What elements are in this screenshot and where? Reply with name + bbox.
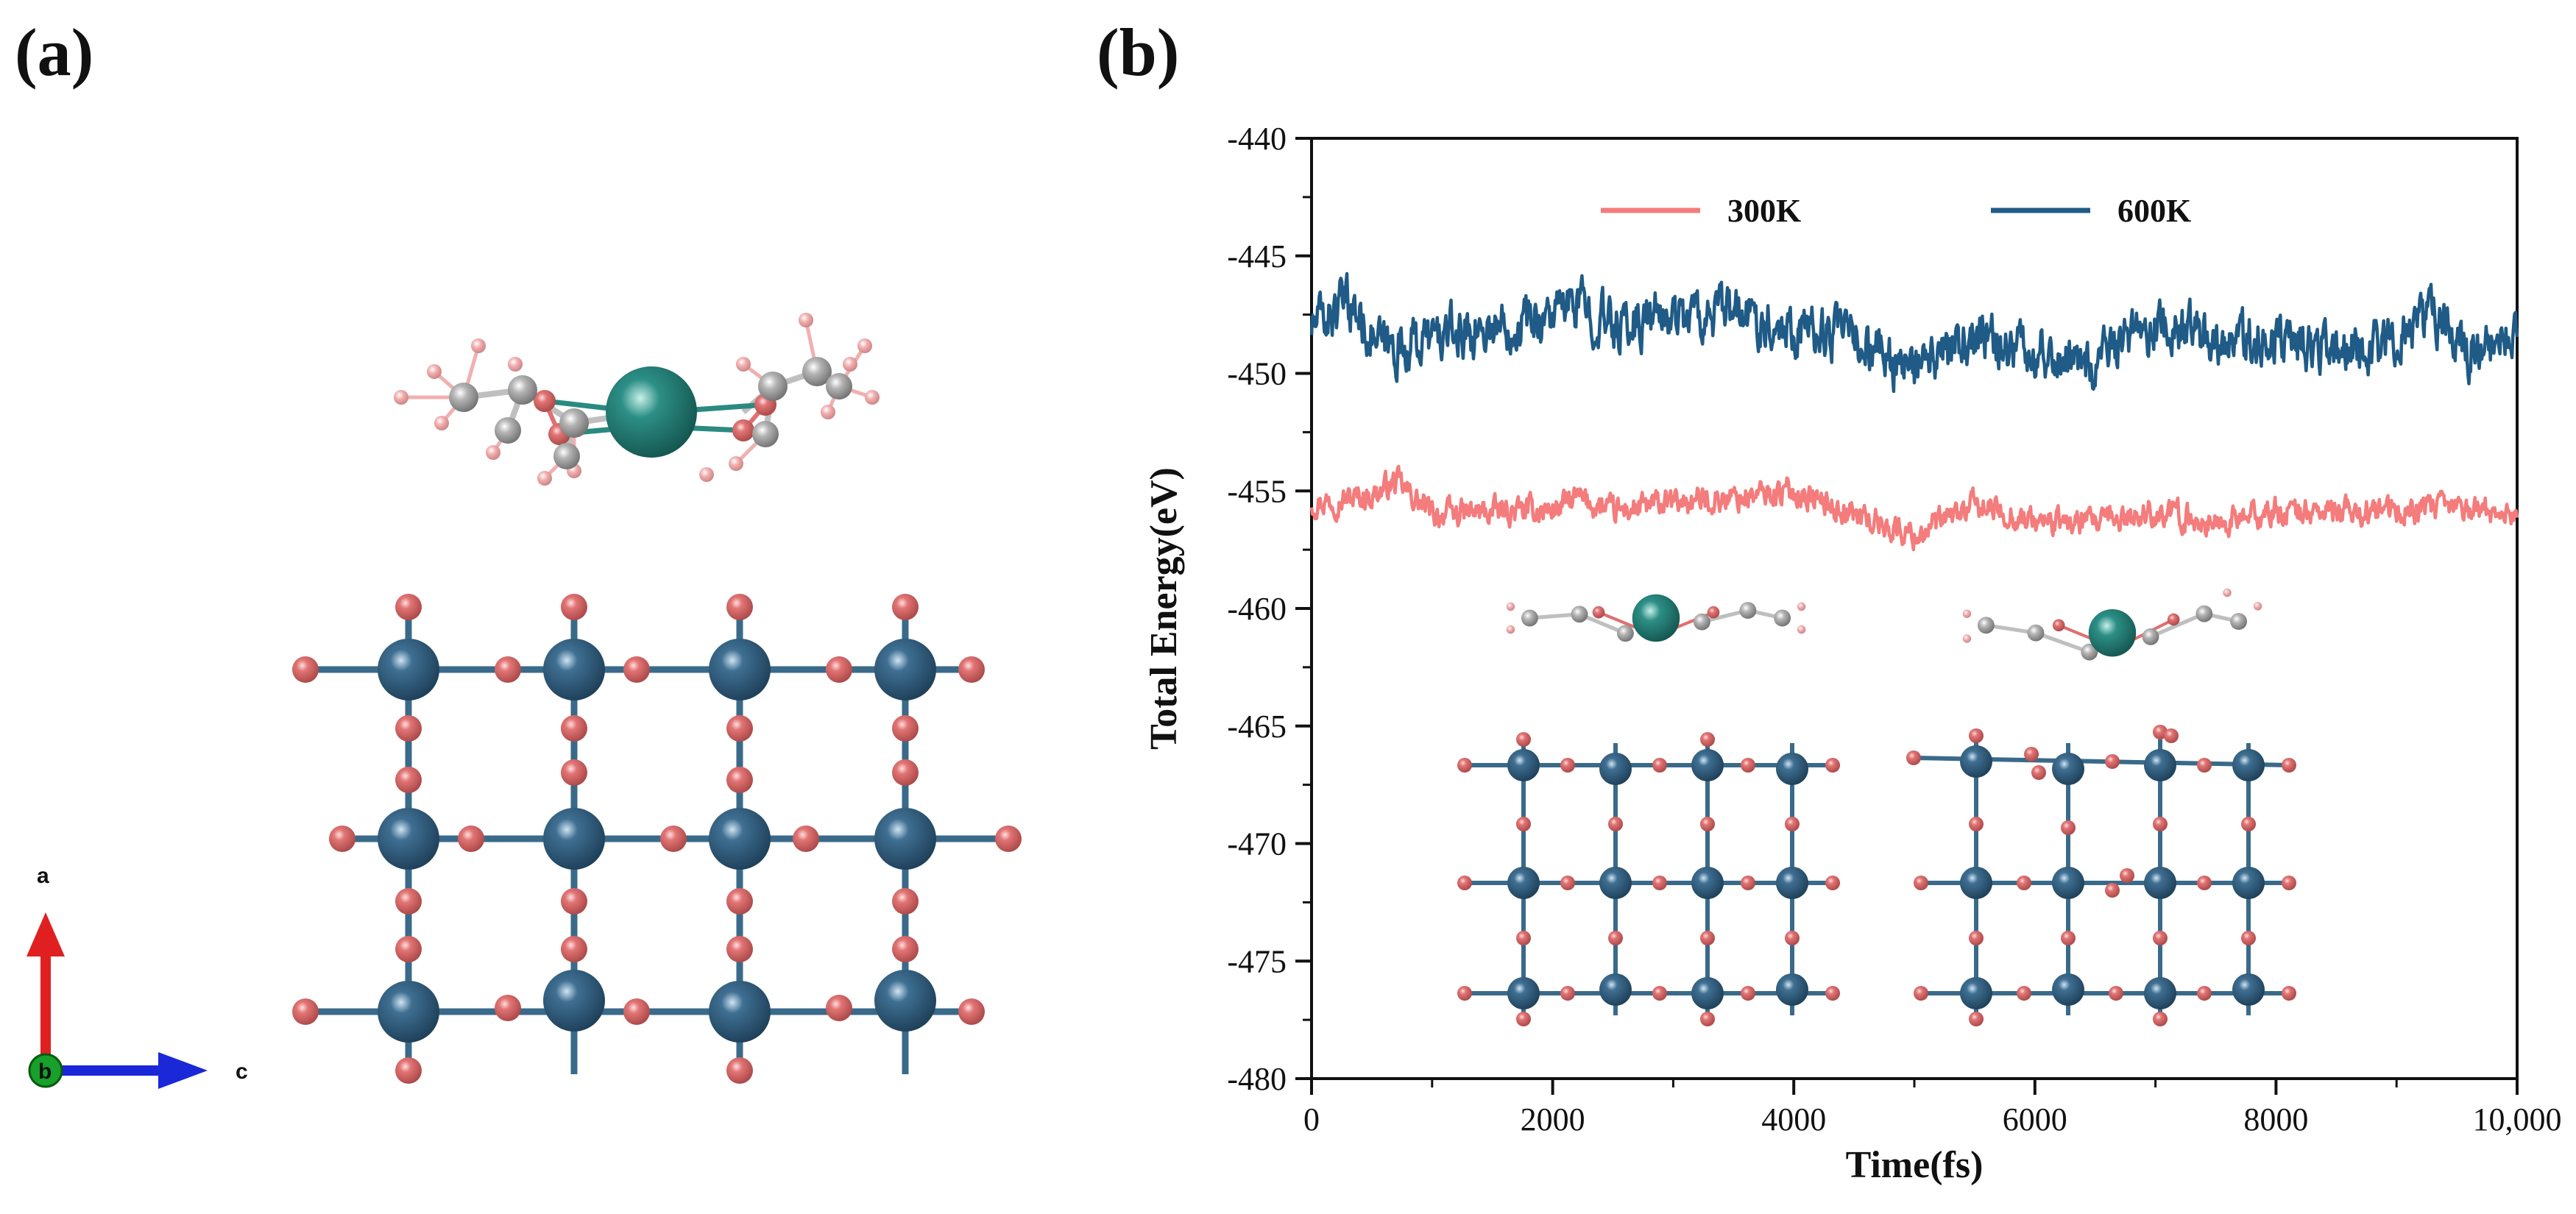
y-tick-label: -460	[1227, 591, 1287, 627]
y-tick-label: -440	[1227, 121, 1287, 157]
panel-b-label: (b)	[1097, 15, 1180, 90]
compass-c-label: c	[236, 1059, 248, 1084]
legend-label-300K: 300K	[1727, 193, 1801, 229]
y-tick-label: -445	[1227, 238, 1287, 274]
panel-a-label: (a)	[15, 15, 94, 90]
x-tick-label: 10,000	[2473, 1101, 2562, 1137]
chart-inset-structures	[1457, 588, 2296, 1026]
x-tick-label: 6000	[2003, 1101, 2067, 1137]
x-tick-label: 0	[1303, 1101, 1320, 1137]
axis-compass: a b c	[26, 864, 248, 1089]
x-tick-label: 8000	[2243, 1101, 2308, 1137]
y-axis-title: Total Energy(eV)	[1143, 467, 1185, 750]
y-tick-label: -480	[1227, 1061, 1287, 1097]
adsorbed-molecule	[394, 313, 880, 486]
y-tick-label: -455	[1227, 473, 1287, 509]
compass-a-label: a	[37, 864, 49, 888]
series-line-600K	[1309, 271, 2519, 394]
series-line-300K	[1309, 464, 2519, 552]
plot-frame	[1310, 137, 2519, 1080]
x-tick-label: 2000	[1521, 1101, 1585, 1137]
y-tick-label: -450	[1227, 356, 1287, 392]
y-tick-label: -470	[1227, 826, 1287, 862]
x-axis-title: Time(fs)	[1846, 1144, 1984, 1186]
y-tick-label: -465	[1227, 709, 1287, 745]
legend-label-600K: 600K	[2117, 193, 2191, 229]
metal-center-atom	[606, 366, 697, 458]
x-tick-label: 4000	[1761, 1101, 1826, 1137]
compass-b-label: b	[38, 1059, 52, 1084]
substrate-lattice	[292, 594, 1022, 1084]
y-tick-label: -475	[1227, 943, 1287, 979]
